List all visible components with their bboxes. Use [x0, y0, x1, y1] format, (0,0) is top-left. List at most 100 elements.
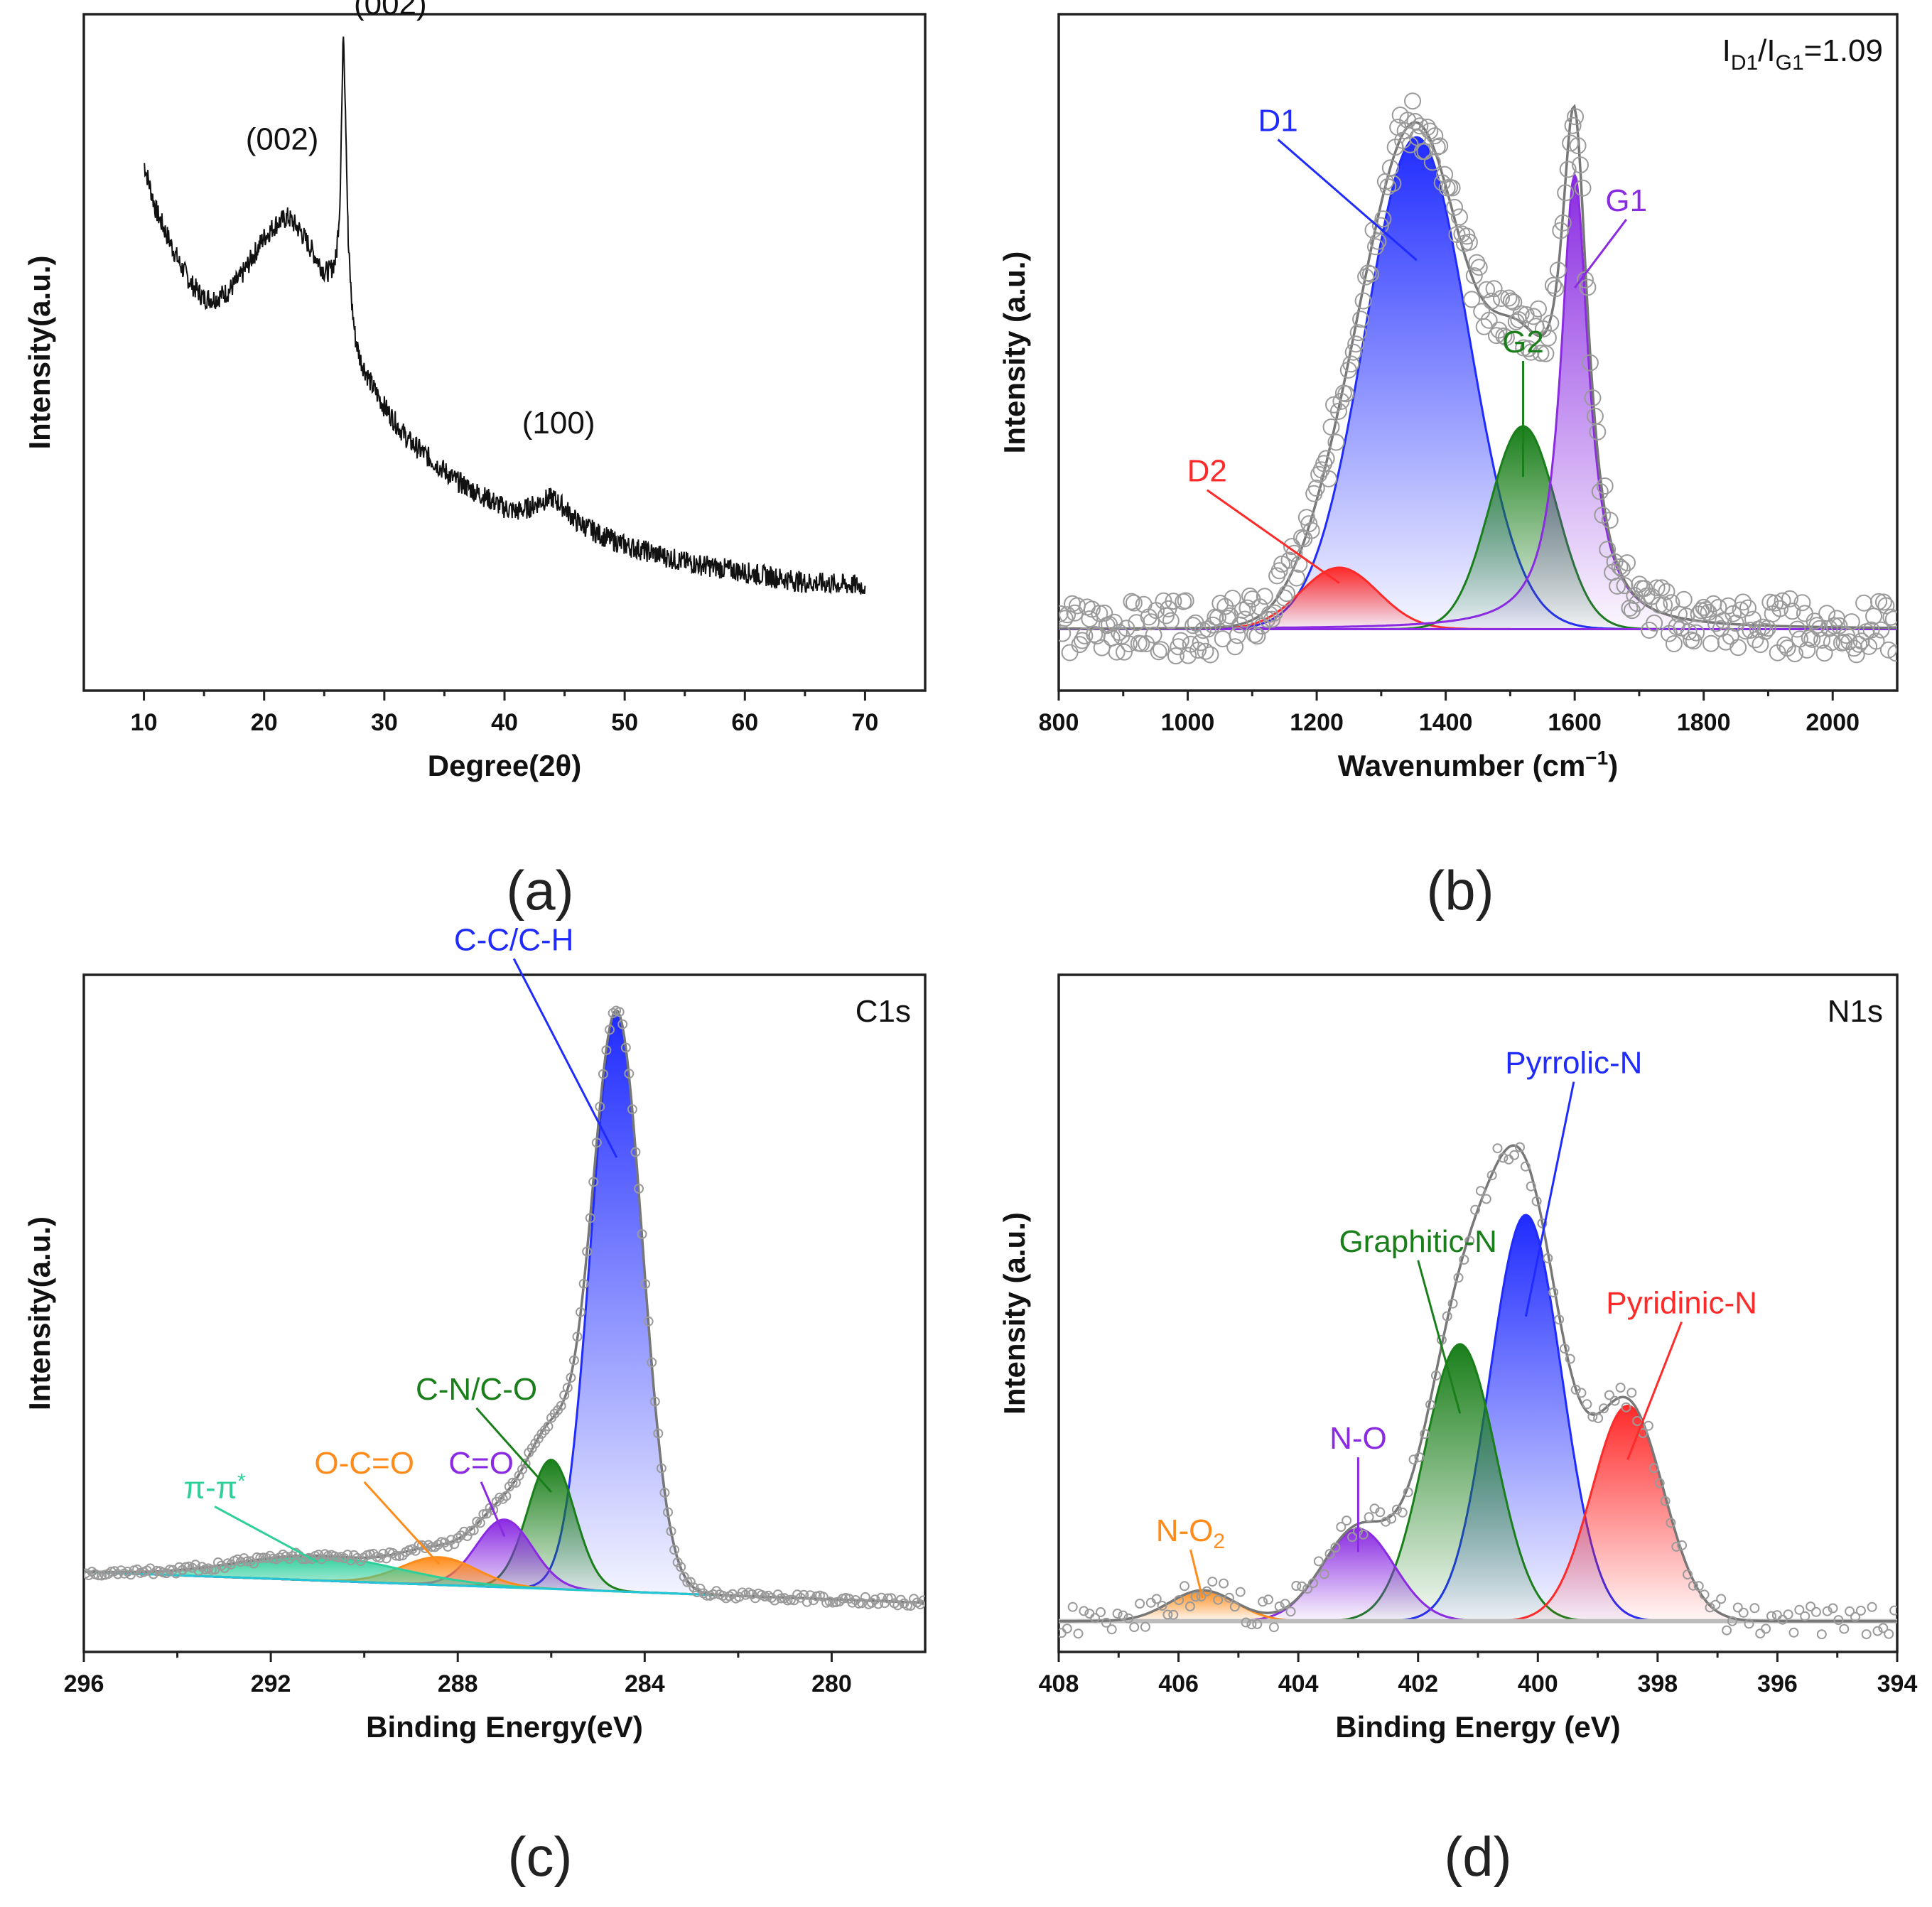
x-tick-label: 284 — [625, 1670, 665, 1697]
data-point — [1362, 265, 1379, 283]
data-point — [1542, 314, 1560, 332]
data-point — [1174, 1595, 1184, 1606]
data-point — [1616, 577, 1634, 595]
data-point — [1632, 1416, 1643, 1426]
data-point — [601, 1045, 612, 1056]
x-tick-label: 60 — [731, 709, 758, 736]
data-point — [1280, 1599, 1290, 1609]
data-point — [1096, 1607, 1106, 1617]
x-tick-label: 50 — [611, 709, 638, 736]
data-point — [1421, 122, 1439, 140]
data-point — [669, 1545, 680, 1555]
data-point — [320, 1549, 330, 1560]
data-point — [1464, 1236, 1475, 1246]
data-point — [831, 1597, 841, 1608]
data-point — [119, 1568, 129, 1579]
data-point — [640, 1279, 651, 1290]
peak-n-o2-fill — [1059, 1590, 1897, 1621]
data-point — [1325, 396, 1342, 414]
data-point — [1224, 1592, 1234, 1603]
data-point — [180, 1562, 191, 1572]
data-point — [1825, 617, 1843, 634]
data-point — [1120, 635, 1138, 653]
data-point — [524, 1447, 534, 1458]
y-axis-label: Intensity(a.u.) — [23, 1216, 56, 1410]
data-point — [1059, 1628, 1067, 1638]
data-point — [1776, 636, 1794, 654]
data-point — [1557, 184, 1575, 202]
data-point — [605, 1025, 615, 1035]
data-point — [1543, 1253, 1553, 1263]
data-point — [1705, 1602, 1715, 1613]
data-point — [1621, 1402, 1631, 1412]
data-point — [1695, 598, 1712, 616]
data-point — [1145, 1597, 1156, 1608]
data-point — [1123, 1613, 1134, 1624]
data-point — [1749, 1603, 1760, 1614]
data-point — [789, 1595, 799, 1606]
data-point — [1823, 634, 1840, 652]
data-point — [1771, 600, 1789, 617]
data-point — [1059, 606, 1076, 624]
data-point — [1252, 1619, 1263, 1629]
data-point — [1798, 641, 1816, 659]
data-point — [1352, 310, 1370, 328]
data-point — [1562, 134, 1580, 152]
chart-title: N1s — [1828, 994, 1883, 1029]
x-tick-label: 1000 — [1161, 709, 1215, 736]
data-point — [1520, 1161, 1531, 1172]
plot-area — [84, 1005, 925, 1611]
data-point — [546, 1412, 556, 1423]
data-point — [685, 1577, 696, 1587]
data-point — [1118, 1610, 1128, 1621]
data-point — [1522, 343, 1540, 361]
data-point — [1771, 1610, 1782, 1621]
data-point — [1532, 345, 1550, 362]
data-point — [482, 1508, 492, 1519]
data-point — [1783, 1609, 1793, 1620]
data-point — [1806, 1601, 1816, 1612]
data-point — [1084, 1609, 1095, 1619]
data-point — [1833, 1615, 1844, 1626]
data-point — [1300, 515, 1318, 533]
data-point — [1520, 340, 1538, 357]
data-point — [1397, 1507, 1408, 1518]
data-point — [572, 1331, 583, 1342]
data-point — [1207, 1577, 1218, 1587]
x-axis-label: Binding Energy (eV) — [1335, 1710, 1620, 1744]
data-point — [1096, 604, 1113, 622]
peak-g2-fill — [1059, 426, 1897, 630]
data-point — [1665, 635, 1683, 652]
data-point — [1268, 1622, 1279, 1633]
data-point — [416, 1540, 427, 1550]
data-point — [1483, 292, 1501, 310]
data-point — [905, 1601, 916, 1611]
data-point — [1756, 622, 1774, 640]
data-point — [1530, 300, 1547, 318]
data-point — [1408, 1454, 1419, 1465]
data-point — [1180, 647, 1197, 664]
data-point — [1101, 1617, 1111, 1628]
peak-label: N-O — [1329, 1421, 1387, 1456]
data-point — [1515, 1142, 1525, 1152]
data-point — [1241, 1617, 1251, 1628]
data-point — [1480, 311, 1498, 329]
data-point — [1656, 596, 1673, 614]
data-point — [109, 1566, 120, 1577]
data-point — [1470, 259, 1488, 276]
data-point — [1816, 1629, 1827, 1640]
y-axis-label: Intensity(a.u.) — [23, 255, 56, 449]
data-point — [1374, 210, 1392, 228]
data-point — [112, 1569, 123, 1579]
peak-label: C=O — [448, 1446, 514, 1481]
data-point — [1761, 593, 1779, 611]
data-point — [1794, 1604, 1805, 1615]
data-point — [889, 1598, 900, 1609]
data-point — [1593, 1413, 1604, 1424]
data-point — [1062, 1624, 1072, 1634]
x-tick-label: 20 — [251, 709, 278, 736]
x-tick-label: 296 — [64, 1670, 104, 1697]
data-point — [1190, 1592, 1201, 1602]
data-point — [1658, 583, 1675, 600]
